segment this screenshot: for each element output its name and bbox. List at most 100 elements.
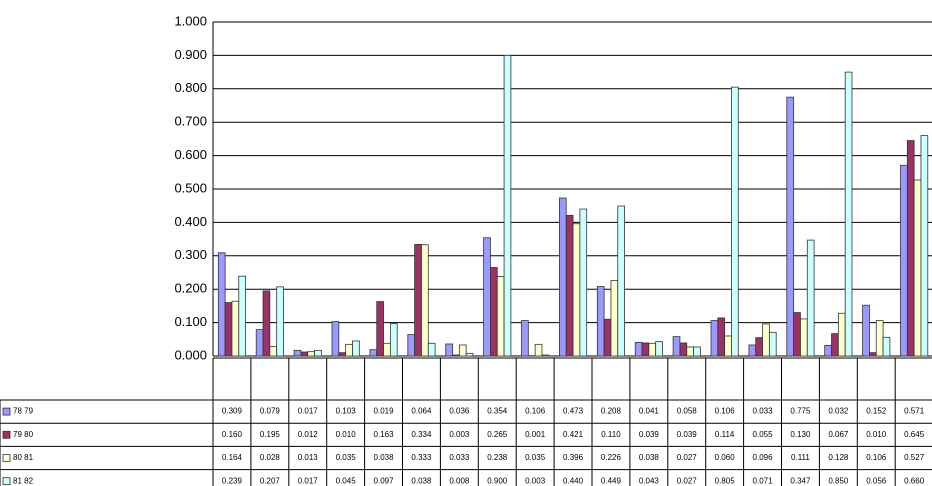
table-cell: 0.045 [336,476,357,485]
table-cell: 0.003 [525,476,546,485]
bar [256,330,263,356]
bar [573,224,580,356]
table-cell: 0.013 [298,453,319,462]
bar [384,343,391,356]
table-cell: 0.527 [904,453,925,462]
table-cell: 0.027 [677,476,698,485]
table-cell: 0.238 [487,453,508,462]
table-cell: 0.079 [260,407,281,416]
bar [377,302,384,356]
table-cell: 0.164 [222,453,243,462]
table-cell: 0.110 [601,430,621,439]
bar [825,345,832,356]
table-cell: 0.130 [790,430,811,439]
table-cell: 0.010 [866,430,887,439]
table-cell: 0.039 [639,430,660,439]
bar [642,343,649,356]
bar [535,344,542,356]
table-cell: 0.017 [298,476,319,485]
table-cell: 0.055 [753,430,774,439]
table-cell: 0.036 [449,407,470,416]
table-cell: 0.805 [715,476,736,485]
table-cell: 0.440 [563,476,584,485]
table-cell: 0.033 [449,453,470,462]
bar [522,321,529,356]
bar [466,353,473,356]
table-cell: 0.028 [260,453,281,462]
table-cell: 0.207 [260,476,281,485]
table-cell: 0.396 [563,453,584,462]
table-cell: 0.038 [374,453,395,462]
bar [794,313,801,356]
bar [277,287,284,356]
bar [566,215,573,356]
bar [618,206,625,356]
bar [315,350,322,356]
bar [711,321,718,356]
bar [604,319,611,356]
table-cell: 0.071 [753,476,774,485]
bar [901,165,908,356]
table-cell: 0.035 [336,453,357,462]
bar [270,347,277,356]
bar [787,97,794,356]
table-cell: 0.775 [790,407,811,416]
bar [597,287,604,356]
table-cell: 0.038 [639,453,660,462]
table-cell: 0.038 [411,476,432,485]
legend-label: 78 79 [13,407,34,416]
table-cell: 0.008 [449,476,470,485]
bar [907,141,914,356]
table-cell: 0.017 [298,407,319,416]
table-cell: 0.012 [298,430,319,439]
table-cell: 0.333 [411,453,432,462]
table-cell: 0.003 [449,430,470,439]
table-cell: 0.001 [525,430,546,439]
table-cell: 0.043 [639,476,660,485]
bar [308,352,315,356]
table-cell: 0.106 [715,407,736,416]
bar [694,347,701,356]
table-cell: 0.058 [677,407,698,416]
bar [421,245,428,356]
table-cell: 0.067 [828,430,849,439]
table-cell: 0.064 [411,407,432,416]
bar [769,332,776,356]
bar [542,355,549,356]
table-cell: 0.032 [828,407,849,416]
bar [883,337,890,356]
table-cell: 0.850 [828,476,849,485]
legend-key [3,431,10,438]
table-cell: 0.111 [791,453,810,462]
table-cell: 0.027 [677,453,698,462]
bar [408,335,415,356]
bar [876,321,883,356]
table-cell: 0.163 [374,430,395,439]
table-cell: 0.160 [222,430,243,439]
bar [352,341,359,356]
bar [301,352,308,356]
table-cell: 0.106 [866,453,887,462]
table-cell: 0.128 [828,453,849,462]
bar [497,277,504,356]
table-cell: 0.421 [563,430,584,439]
table-cell: 0.571 [904,407,925,416]
bar [649,343,656,356]
bar [725,336,732,356]
table-cell: 0.354 [487,407,508,416]
table-cell: 0.056 [866,476,887,485]
bar [914,180,921,356]
bar [446,344,453,356]
bar [845,72,852,356]
bar [390,324,397,356]
bar [263,291,270,356]
bar [415,244,422,356]
table-cell: 0.195 [260,430,281,439]
bar [635,342,642,356]
bar [800,319,807,356]
legend-label: 79 80 [13,430,34,439]
y-tick-label: 0.500 [174,180,207,195]
bar [838,313,845,356]
bar [673,337,680,356]
bar [559,198,566,356]
